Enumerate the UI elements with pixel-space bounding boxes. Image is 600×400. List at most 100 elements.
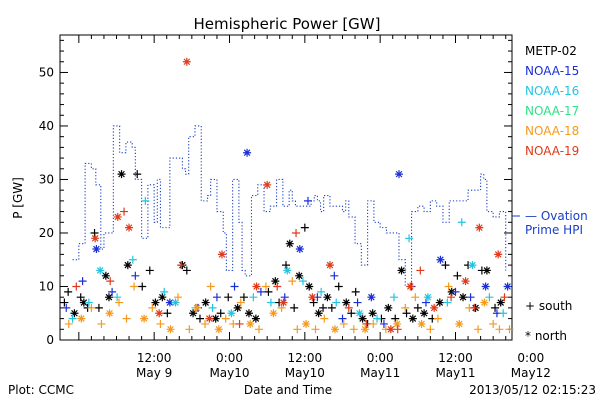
- north-marker: [430, 303, 439, 312]
- south-marker: [177, 261, 186, 270]
- south-marker: [491, 303, 500, 312]
- north-marker: [205, 314, 214, 323]
- south-marker: [495, 325, 504, 334]
- south-marker: [148, 303, 157, 312]
- south-marker: [87, 303, 96, 312]
- y-axis-label: P [GW]: [11, 177, 25, 219]
- north-marker: [305, 282, 314, 291]
- south-marker: [224, 293, 233, 302]
- south-marker: [416, 266, 425, 275]
- south-marker: [216, 309, 225, 318]
- y-axis: 0 10 20 30 40 50: [39, 39, 512, 347]
- x-tick-date: May10: [285, 366, 325, 380]
- south-marker: [433, 314, 442, 323]
- marker-legend-entry: * north: [525, 329, 567, 343]
- south-marker: [113, 293, 122, 302]
- north-marker: [368, 309, 377, 318]
- north-marker: [189, 309, 198, 318]
- south-marker: [470, 303, 479, 312]
- south-marker: [76, 293, 85, 302]
- south-marker: [235, 319, 244, 328]
- south-marker: [292, 228, 301, 237]
- legend-entry: NOAA-19: [525, 144, 579, 158]
- south-marker: [182, 266, 191, 275]
- series-noaa-15: [62, 148, 512, 328]
- south-marker: [163, 309, 172, 318]
- north-marker: [480, 298, 489, 307]
- series-noaa-19: [72, 57, 509, 334]
- south-marker: [389, 293, 398, 302]
- north-marker: [155, 309, 164, 318]
- south-marker: [141, 196, 150, 205]
- south-marker: [282, 261, 290, 270]
- north-marker: [395, 170, 403, 179]
- south-marker: [485, 293, 494, 302]
- south-marker: [230, 282, 239, 291]
- ovation-legend-line: Prime HPI: [525, 223, 583, 237]
- south-marker: [379, 319, 388, 328]
- x-tick-date: May11: [360, 366, 400, 380]
- south-marker: [293, 325, 302, 334]
- north-marker: [125, 223, 134, 232]
- south-marker: [413, 303, 422, 312]
- north-marker: [233, 303, 242, 312]
- north-marker: [397, 266, 406, 275]
- south-marker: [174, 293, 183, 302]
- north-marker: [295, 271, 304, 280]
- south-marker: [64, 319, 73, 328]
- y-tick-label: 30: [39, 172, 54, 186]
- south-marker: [195, 314, 204, 323]
- north-marker: [92, 245, 101, 254]
- south-marker: [303, 196, 312, 205]
- south-marker: [68, 314, 77, 323]
- x-tick-time: 12:00: [137, 351, 172, 365]
- south-marker: [362, 319, 371, 328]
- north-marker: [408, 314, 417, 323]
- south-marker: [236, 298, 245, 307]
- south-marker: [264, 287, 273, 296]
- north-marker: [271, 277, 280, 286]
- south-marker: [320, 314, 329, 323]
- north-marker: [503, 282, 512, 291]
- north-marker: [246, 319, 255, 328]
- north-marker: [436, 255, 445, 264]
- south-marker: [256, 287, 265, 296]
- north-marker: [113, 212, 122, 221]
- south-marker: [351, 287, 360, 296]
- north-marker: [165, 298, 174, 307]
- north-marker: [482, 266, 491, 275]
- legend: METP-02 NOAA-15 NOAA-16 NOAA-17 NOAA-18 NOAA-…: [525, 44, 579, 158]
- south-marker: [255, 325, 264, 334]
- x-tick-time: 0:00: [216, 351, 243, 365]
- south-marker: [221, 314, 230, 323]
- north-marker: [217, 250, 226, 259]
- plot-credit: Plot: CCMC: [8, 383, 74, 397]
- south-marker: [300, 223, 309, 232]
- south-marker: [206, 282, 215, 291]
- legend-entry: NOAA-16: [525, 84, 579, 98]
- y-tick-label: 40: [39, 119, 54, 133]
- south-marker: [411, 293, 420, 302]
- south-marker: [474, 325, 483, 334]
- south-marker: [327, 303, 336, 312]
- north-marker: [455, 319, 464, 328]
- south-marker: [347, 309, 356, 318]
- north-marker: [166, 325, 175, 334]
- north-marker: [117, 170, 126, 179]
- north-marker: [105, 309, 114, 318]
- south-marker: [426, 325, 435, 334]
- north-marker: [481, 282, 490, 291]
- south-marker: [401, 303, 410, 312]
- north-marker: [151, 298, 160, 307]
- north-marker: [461, 277, 470, 286]
- north-marker: [496, 298, 505, 307]
- south-marker: [64, 287, 73, 296]
- north-marker: [140, 314, 149, 323]
- x-tick-time: 12:00: [438, 351, 473, 365]
- north-marker: [285, 239, 294, 248]
- south-marker: [72, 282, 81, 291]
- north-marker: [283, 266, 292, 275]
- legend-entry: NOAA-15: [525, 64, 579, 78]
- south-marker: [249, 293, 258, 302]
